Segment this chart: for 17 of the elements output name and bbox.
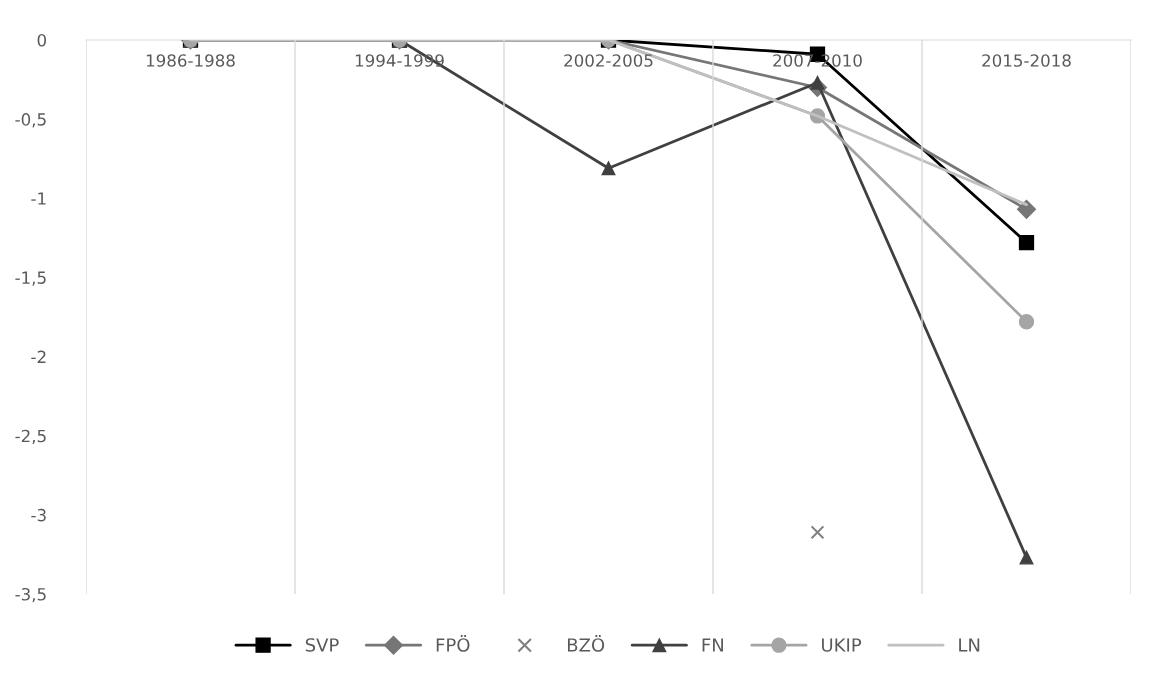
- legend-label: FN: [702, 638, 723, 652]
- x-tick-label: 2002-2005: [564, 54, 653, 67]
- y-tick-label: -1: [31, 192, 46, 205]
- y-tick-label: -3: [31, 508, 46, 522]
- y-tick-label: 0: [37, 33, 46, 47]
- legend-label: FPÖ: [436, 635, 470, 652]
- legend-label: BZÖ: [567, 635, 605, 652]
- x-tick-label: 2015-2018: [982, 54, 1071, 67]
- legend-label: SVP: [305, 638, 339, 652]
- y-tick-label: -2,5: [15, 429, 46, 444]
- legend-label: UKIP: [822, 638, 862, 652]
- y-tick-label: -3,5: [15, 587, 46, 603]
- y-tick-label: -2: [31, 350, 46, 363]
- x-tick-label: 1986-1988: [146, 54, 235, 67]
- y-tick-label: -0,5: [15, 113, 46, 128]
- legend-label: LN: [959, 638, 980, 652]
- y-tick-label: -1,5: [15, 271, 46, 286]
